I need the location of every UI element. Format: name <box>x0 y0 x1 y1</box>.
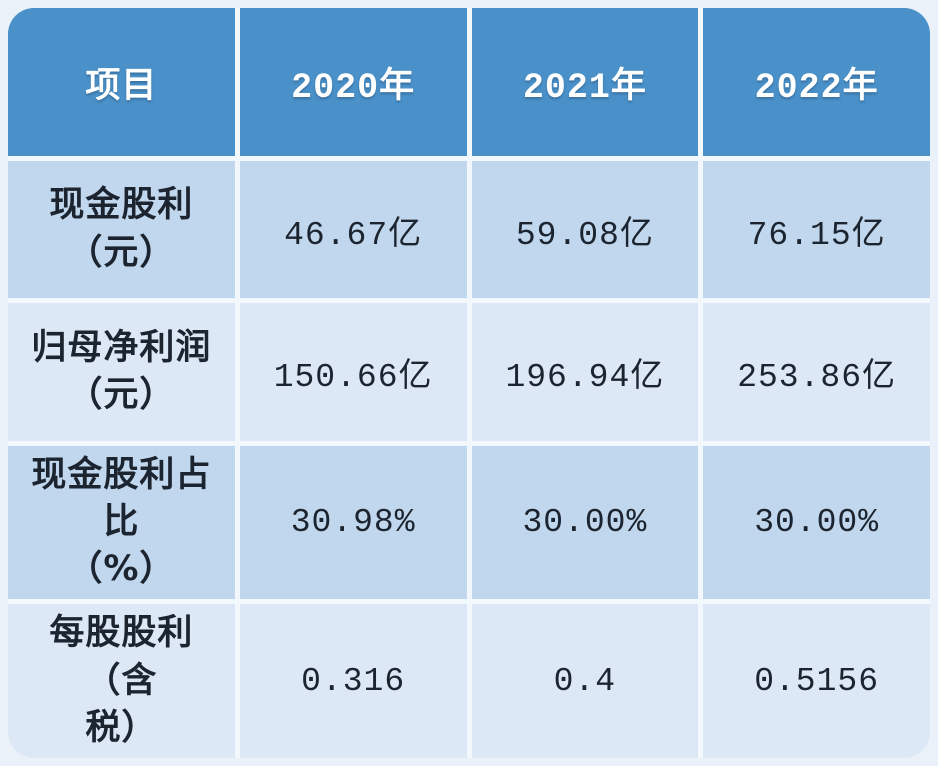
dividend-per-share-2020: 0.316 <box>239 604 467 758</box>
header-year-2021: 2021年 <box>522 67 647 108</box>
header-year-2020: 2020年 <box>291 67 416 108</box>
dividend-per-share-2021: 0.4 <box>471 604 699 758</box>
dividend-per-share-2022: 0.5156 <box>703 604 930 758</box>
header-cell-item: 项目 <box>8 8 235 156</box>
cash-dividend-2022: 76.15亿 <box>703 161 930 299</box>
row-label-dividend-ratio: 现金股利占比 （%） <box>8 445 235 600</box>
row-label-dividend-per-share: 每股股利（含 税） <box>8 604 235 758</box>
dividend-ratio-2022: 30.00% <box>703 445 930 600</box>
header-cell-2021: 2021年 <box>471 8 699 156</box>
dividend-ratio-2021: 30.00% <box>471 445 699 600</box>
net-profit-2021: 196.94亿 <box>471 303 699 441</box>
header-cell-2020: 2020年 <box>239 8 467 156</box>
dividend-table: 项目 2020年 2021年 2022年 现金股利 （元） 46.67亿 59.… <box>8 8 930 758</box>
cash-dividend-2021: 59.08亿 <box>471 161 699 299</box>
row-label-net-profit: 归母净利润 （元） <box>8 303 235 441</box>
net-profit-2020: 150.66亿 <box>239 303 467 441</box>
header-year-2022: 2022年 <box>754 67 879 108</box>
net-profit-2022: 253.86亿 <box>703 303 930 441</box>
header-item-label: 项目 <box>85 67 158 108</box>
cash-dividend-2020: 46.67亿 <box>239 161 467 299</box>
row-label-cash-dividend: 现金股利 （元） <box>8 161 235 299</box>
header-cell-2022: 2022年 <box>703 8 930 156</box>
dividend-ratio-2020: 30.98% <box>239 445 467 600</box>
